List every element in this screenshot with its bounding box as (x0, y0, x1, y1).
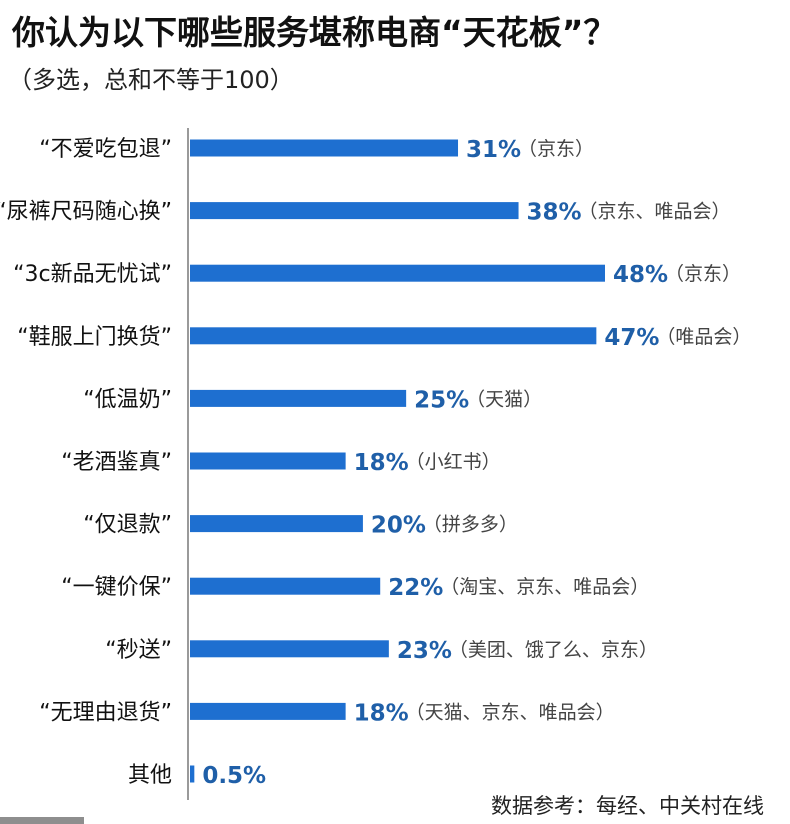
value-label: 25% (414, 387, 469, 413)
value-label: 18% (354, 450, 409, 476)
platform-annotation: （京东、唯品会） (579, 201, 731, 223)
platform-annotation: （拼多多） (423, 514, 518, 536)
value-label: 23% (397, 638, 452, 664)
bar (190, 202, 519, 220)
category-label: “鞋服上门换货” (17, 325, 172, 350)
category-label: “低温奶” (83, 387, 172, 412)
bar (190, 577, 381, 595)
value-label: 48% (613, 262, 668, 288)
bar (190, 640, 389, 658)
bar (190, 389, 407, 407)
scrollbar-strip (0, 817, 84, 824)
platform-annotation: （小红书） (406, 451, 501, 473)
platform-annotation: （淘宝、京东、唯品会） (440, 576, 649, 598)
category-label: “秒送” (105, 638, 172, 663)
chart-title: 你认为以下哪些服务堪称电商“天花板”？ (12, 13, 617, 52)
bar (190, 702, 346, 720)
source-note: 数据参考：每经、中关村在线 (491, 794, 764, 818)
value-label: 31% (466, 137, 521, 163)
platform-annotation: （京东） (665, 263, 741, 285)
platform-annotation: （美团、饿了么、京东） (449, 639, 658, 661)
bar (190, 515, 363, 533)
category-label: “3c新品无忧试” (13, 262, 172, 287)
value-label: 20% (371, 513, 426, 539)
bar (190, 139, 459, 157)
value-label: 18% (354, 700, 409, 726)
value-label: 0.5% (202, 763, 266, 789)
category-label: “老酒鉴真” (61, 450, 172, 475)
category-label: 其他 (128, 763, 172, 788)
chart-subtitle: （多选，总和不等于100） (8, 66, 294, 94)
value-label: 47% (604, 325, 659, 351)
category-label: “尿裤尺码随心换” (0, 200, 172, 225)
category-label: “一键价保” (61, 575, 172, 600)
platform-annotation: （唯品会） (656, 326, 751, 348)
category-label: “仅退款” (83, 513, 172, 538)
bar (190, 452, 346, 470)
platform-annotation: （天猫、京东、唯品会） (406, 701, 615, 723)
platform-annotation: （京东） (518, 138, 594, 160)
category-label: “无理由退货” (39, 700, 172, 725)
value-label: 22% (388, 575, 443, 601)
bar (190, 264, 605, 282)
bars-layer: “不爱吃包退” 31%（京东）“尿裤尺码随心换” 38%（京东、唯品会）“3c新品无… (0, 137, 751, 789)
bar (190, 765, 195, 783)
platform-annotation: （天猫） (466, 388, 542, 410)
category-label: “不爱吃包退” (39, 137, 172, 162)
bar (190, 327, 597, 345)
value-label: 38% (527, 200, 582, 226)
